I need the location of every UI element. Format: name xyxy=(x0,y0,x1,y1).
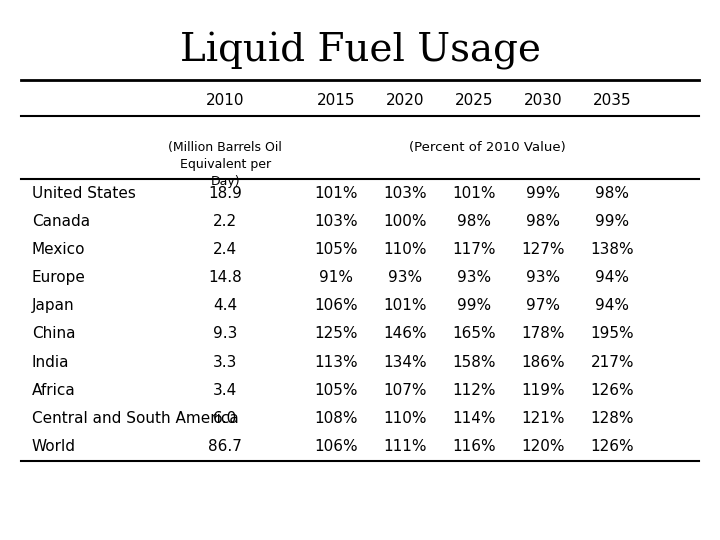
Text: 186%: 186% xyxy=(521,355,565,370)
Text: 2020: 2020 xyxy=(386,92,424,107)
Text: Ag Decision Maker: Ag Decision Maker xyxy=(544,516,706,529)
Text: 113%: 113% xyxy=(314,355,358,370)
Text: 146%: 146% xyxy=(383,327,427,341)
Text: 103%: 103% xyxy=(314,214,358,229)
Text: 128%: 128% xyxy=(590,411,634,426)
Text: (Percent of 2010 Value): (Percent of 2010 Value) xyxy=(410,141,566,154)
Text: 2010: 2010 xyxy=(206,92,245,107)
Text: 105%: 105% xyxy=(314,383,358,398)
Text: 93%: 93% xyxy=(526,270,560,285)
Text: IOWA STATE UNIVERSITY: IOWA STATE UNIVERSITY xyxy=(14,481,281,498)
Text: 114%: 114% xyxy=(452,411,496,426)
Text: 127%: 127% xyxy=(521,242,565,257)
Text: (Million Barrels Oil: (Million Barrels Oil xyxy=(168,141,282,154)
Text: Source: DOE-EIA: Source: DOE-EIA xyxy=(590,483,706,496)
Text: Canada: Canada xyxy=(32,214,90,229)
Text: Mexico: Mexico xyxy=(32,242,85,257)
Text: 3.3: 3.3 xyxy=(213,355,238,370)
Text: 94%: 94% xyxy=(595,270,629,285)
Text: 14.8: 14.8 xyxy=(208,270,242,285)
Text: 101%: 101% xyxy=(452,186,496,200)
Text: 125%: 125% xyxy=(314,327,358,341)
Text: 93%: 93% xyxy=(457,270,491,285)
Text: 98%: 98% xyxy=(595,186,629,200)
Text: 107%: 107% xyxy=(383,383,427,398)
Text: 126%: 126% xyxy=(590,439,634,454)
Text: 99%: 99% xyxy=(457,298,491,313)
Text: 165%: 165% xyxy=(452,327,496,341)
Text: Europe: Europe xyxy=(32,270,86,285)
Text: 100%: 100% xyxy=(383,214,427,229)
Text: 4.4: 4.4 xyxy=(213,298,238,313)
Text: 101%: 101% xyxy=(383,298,427,313)
Text: 195%: 195% xyxy=(590,327,634,341)
Text: 119%: 119% xyxy=(521,383,565,398)
Text: 9.3: 9.3 xyxy=(213,327,238,341)
Text: 2015: 2015 xyxy=(317,92,355,107)
Text: United States: United States xyxy=(32,186,135,200)
Text: 6.0: 6.0 xyxy=(213,411,238,426)
Text: India: India xyxy=(32,355,69,370)
Text: 91%: 91% xyxy=(319,270,353,285)
Text: 178%: 178% xyxy=(521,327,565,341)
Text: 2.4: 2.4 xyxy=(213,242,238,257)
Text: 97%: 97% xyxy=(526,298,560,313)
Text: 18.9: 18.9 xyxy=(208,186,242,200)
Text: 217%: 217% xyxy=(590,355,634,370)
Text: 99%: 99% xyxy=(526,186,560,200)
Text: 101%: 101% xyxy=(314,186,358,200)
Text: 98%: 98% xyxy=(457,214,491,229)
Text: World: World xyxy=(32,439,76,454)
Text: 108%: 108% xyxy=(314,411,358,426)
Text: 105%: 105% xyxy=(314,242,358,257)
Text: 86.7: 86.7 xyxy=(208,439,242,454)
Text: 106%: 106% xyxy=(314,439,358,454)
Text: Africa: Africa xyxy=(32,383,76,398)
Text: 111%: 111% xyxy=(383,439,427,454)
Text: Equivalent per: Equivalent per xyxy=(180,158,271,171)
Text: 106%: 106% xyxy=(314,298,358,313)
Text: Extension and Outreach/Department of Economics: Extension and Outreach/Department of Eco… xyxy=(14,517,297,528)
Text: 112%: 112% xyxy=(452,383,496,398)
Text: 2035: 2035 xyxy=(593,92,631,107)
Text: 110%: 110% xyxy=(383,411,427,426)
Text: 98%: 98% xyxy=(526,214,560,229)
Text: 126%: 126% xyxy=(590,383,634,398)
Text: China: China xyxy=(32,327,75,341)
Text: 121%: 121% xyxy=(521,411,565,426)
Text: 103%: 103% xyxy=(383,186,427,200)
Text: 116%: 116% xyxy=(452,439,496,454)
Text: 110%: 110% xyxy=(383,242,427,257)
Text: 117%: 117% xyxy=(452,242,496,257)
Text: Day): Day) xyxy=(210,175,240,188)
Text: 2.2: 2.2 xyxy=(213,214,238,229)
Text: 3.4: 3.4 xyxy=(213,383,238,398)
Text: Liquid Fuel Usage: Liquid Fuel Usage xyxy=(179,32,541,70)
Text: 94%: 94% xyxy=(595,298,629,313)
Text: 2030: 2030 xyxy=(524,92,562,107)
Text: 120%: 120% xyxy=(521,439,565,454)
Text: 134%: 134% xyxy=(383,355,427,370)
Text: 93%: 93% xyxy=(388,270,422,285)
Text: 2025: 2025 xyxy=(455,92,493,107)
Text: 158%: 158% xyxy=(452,355,496,370)
Text: 138%: 138% xyxy=(590,242,634,257)
Text: Central and South America: Central and South America xyxy=(32,411,238,426)
Text: Japan: Japan xyxy=(32,298,74,313)
Text: 99%: 99% xyxy=(595,214,629,229)
